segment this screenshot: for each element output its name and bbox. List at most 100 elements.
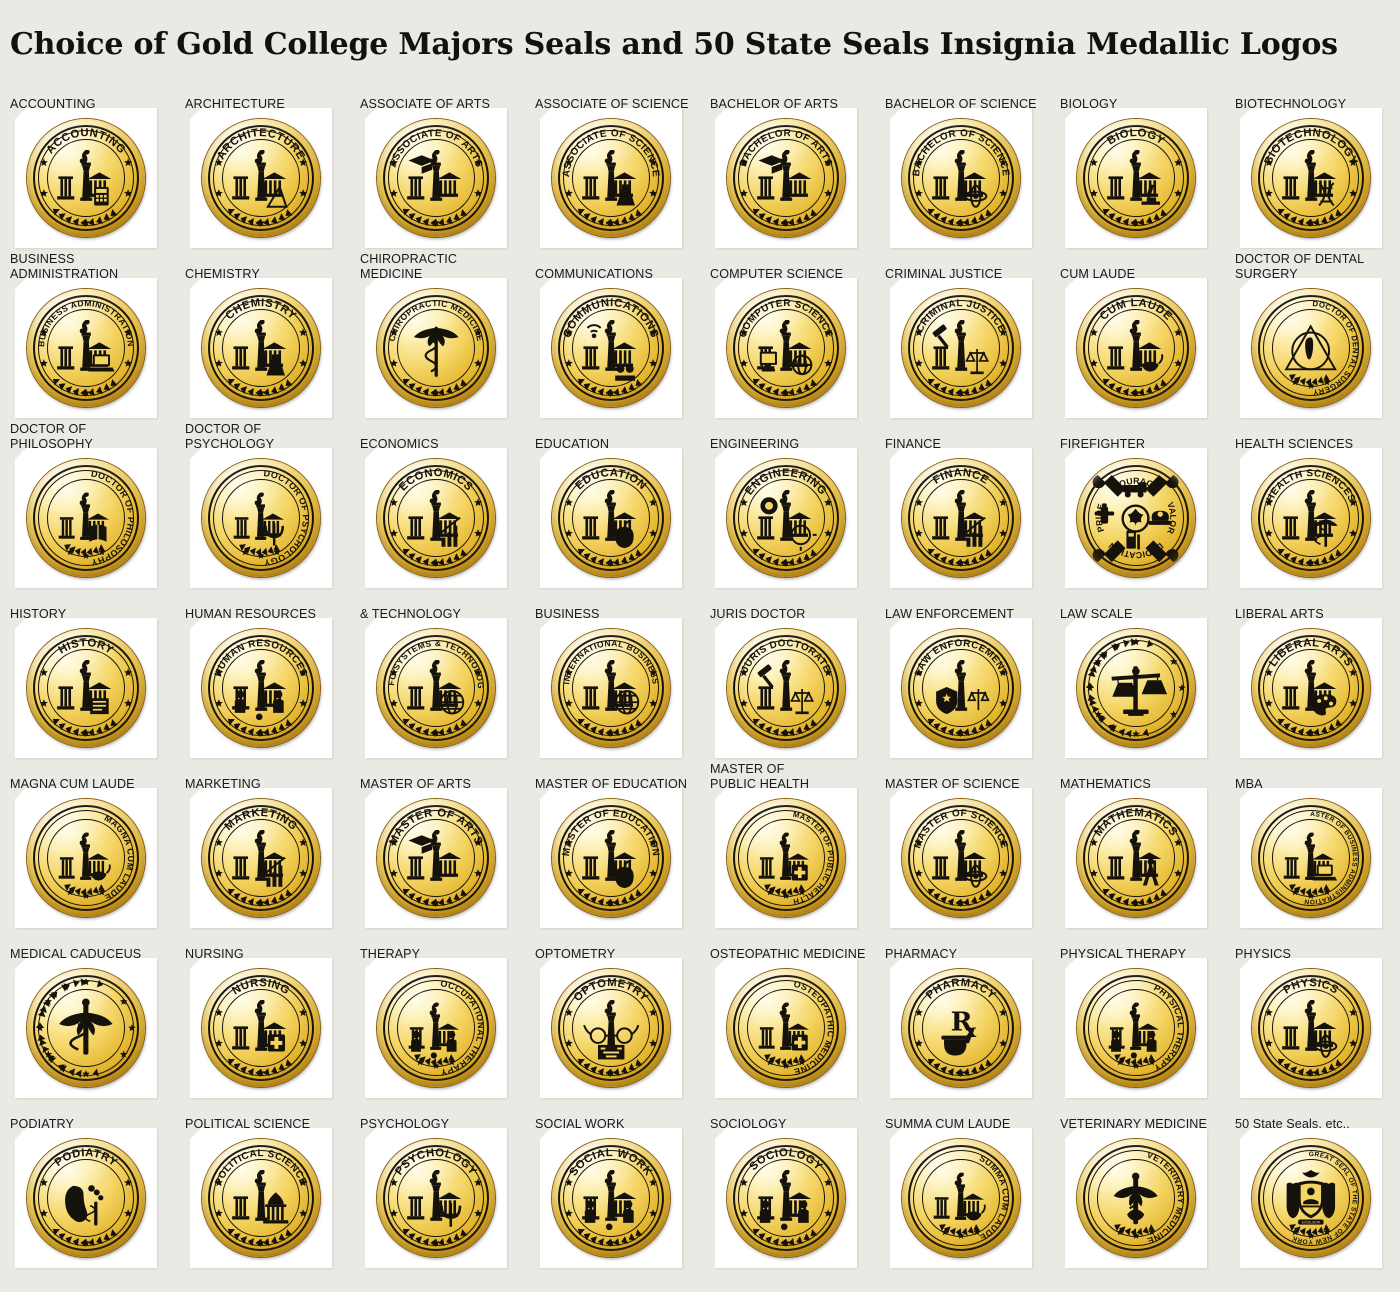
seal-cell[interactable]: CUM LAUDE CUM LAUDE — [1060, 258, 1235, 428]
law-scale-seal[interactable] — [1077, 629, 1195, 748]
seal-card[interactable]: INTERNATIONAL BUSINESS — [540, 618, 682, 759]
new-york-state-seal[interactable]: THE GREAT SEAL OF THE STATE OF NEW YORKE… — [1252, 1139, 1370, 1258]
social-work-seal[interactable]: SOCIAL WORK — [552, 1139, 670, 1258]
computer-science-seal[interactable]: COMPUTER SCIENCE — [727, 289, 845, 408]
seal-card[interactable]: MAGNA CUM LAUDE — [15, 788, 157, 929]
associate-of-science-seal[interactable]: ASSOCIATE OF SCIENCE — [552, 119, 670, 238]
bachelor-of-arts-seal[interactable]: BACHELOR OF ARTS — [727, 119, 845, 238]
seal-card[interactable]: VETERINARY MEDICINE — [1065, 1128, 1207, 1269]
seal-card[interactable]: SOCIAL WORK — [540, 1128, 682, 1269]
seal-card[interactable]: DOCTOR OF DENTAL SURGERY — [1240, 278, 1382, 419]
political-science-seal[interactable]: POLITICAL SCIENCE — [202, 1139, 320, 1258]
seal-cell[interactable]: ENGINEERING ENGINEERING — [710, 428, 885, 598]
seal-card[interactable]: OSTEOPATHIC MEDICINE — [715, 958, 857, 1099]
seal-card[interactable]: POLITICAL SCIENCE — [190, 1128, 332, 1269]
master-of-arts-seal[interactable]: MASTER OF ARTS — [377, 799, 495, 918]
seal-card[interactable]: INFO SYSTEMS & TECHNOLOGY — [365, 618, 507, 759]
architecture-seal[interactable]: ARCHITECTURE — [202, 119, 320, 238]
seal-cell[interactable]: BIOLOGY BIOLOGY — [1060, 88, 1235, 258]
seal-card[interactable]: MASTER OF ARTS — [365, 788, 507, 929]
osteopathic-medicine-seal[interactable]: OSTEOPATHIC MEDICINE — [727, 969, 845, 1088]
seal-cell[interactable]: LAW SCALE — [1060, 598, 1235, 768]
seal-card[interactable]: DOCTOR OF PSYCHOLOGY — [190, 448, 332, 589]
economics-seal[interactable]: ECONOMICS — [377, 459, 495, 578]
seal-cell[interactable]: JURIS DOCTOR JURIS DOCTORATE — [710, 598, 885, 768]
seal-cell[interactable]: MEDICAL CADUCEUS — [10, 938, 185, 1108]
criminal-justice-seal[interactable]: CRIMINAL JUSTICE — [902, 289, 1020, 408]
seal-cell[interactable]: PHARMACYPHARMACYRx — [885, 938, 1060, 1108]
seal-card[interactable]: MASTER OF BUSINESS ADMINISTRATION — [1240, 788, 1382, 929]
seal-cell[interactable]: PHYSICAL THERAPY PHYSICAL THERAPY — [1060, 938, 1235, 1108]
seal-card[interactable]: BIOLOGY — [1065, 108, 1207, 249]
summa-cum-laude-seal[interactable]: SUMMA CUM LAUDE — [902, 1139, 1020, 1258]
podiatry-seal[interactable]: PODIATRY — [27, 1139, 145, 1258]
seal-cell[interactable]: BUSINESS INTERNATIONAL BUSINESS — [535, 598, 710, 768]
finance-seal[interactable]: FINANCE — [902, 459, 1020, 578]
seal-card[interactable]: MASTER OF EDUCATION — [540, 788, 682, 929]
seal-cell[interactable]: MARKETING MARKETING — [185, 768, 360, 938]
seal-card[interactable]: PHYSICAL THERAPY — [1065, 958, 1207, 1099]
seal-card[interactable]: PSYCHOLOGY — [365, 1128, 507, 1269]
master-of-education-seal[interactable]: MASTER OF EDUCATION — [552, 799, 670, 918]
medical-caduceus-seal[interactable] — [27, 969, 145, 1088]
seal-cell[interactable]: 50 State Seals, etc.. THE GREAT SEAL OF T… — [1235, 1108, 1400, 1278]
sociology-seal[interactable]: SOCIOLOGY — [727, 1139, 845, 1258]
chemistry-seal[interactable]: CHEMISTRY — [202, 289, 320, 408]
seal-cell[interactable]: ACCOUNTING ACCOUNTING — [10, 88, 185, 258]
seal-cell[interactable]: DOCTOR OF DENTAL SURGERY DOCTOR OF DENTAL… — [1235, 252, 1400, 428]
seal-card[interactable]: LAW ENFORCEMENT — [890, 618, 1032, 759]
seal-card[interactable]: DOCTOR OF PHILOSOPHY — [15, 448, 157, 589]
seal-card[interactable]: SUMMA CUM LAUDE — [890, 1128, 1032, 1269]
seal-cell[interactable]: MAGNA CUM LAUDE MAGNA CUM LAUDE — [10, 768, 185, 938]
physics-seal[interactable]: PHYSICS — [1252, 969, 1370, 1088]
seal-card[interactable]: MASTER OF PUBLIC HEALTH — [715, 788, 857, 929]
master-of-public-health-seal[interactable]: MASTER OF PUBLIC HEALTH — [727, 799, 845, 918]
bachelor-of-science-seal[interactable]: BACHELOR OF SCIENCE — [902, 119, 1020, 238]
seal-cell[interactable]: & TECHNOLOGY INFO SYSTEMS & TECHNOLOGY — [360, 598, 535, 768]
seal-card[interactable]: MATHEMATICS — [1065, 788, 1207, 929]
seal-cell[interactable]: MASTER OF SCIENCE MASTER OF SCIENCE — [885, 768, 1060, 938]
seal-card[interactable]: PODIATRY — [15, 1128, 157, 1269]
seal-cell[interactable]: MATHEMATICS MATHEMATICS — [1060, 768, 1235, 938]
seal-cell[interactable]: ASSOCIATE OF ARTS ASSOCIATE OF ARTS — [360, 88, 535, 258]
occupational-therapy-seal[interactable]: OCCUPATIONAL THERAPY — [377, 969, 495, 1088]
seal-cell[interactable]: EDUCATION EDUCATION — [535, 428, 710, 598]
seal-cell[interactable]: LAW ENFORCEMENT LAW ENFORCEMENT — [885, 598, 1060, 768]
seal-card[interactable]: ASSOCIATE OF SCIENCE — [540, 108, 682, 249]
seal-cell[interactable]: SOCIAL WORK SOCIAL WORK — [535, 1108, 710, 1278]
seal-card[interactable]: ENGINEERING — [715, 448, 857, 589]
seal-card[interactable] — [15, 958, 157, 1099]
seal-card[interactable]: MARKETING — [190, 788, 332, 929]
seal-cell[interactable]: FIREFIGHTER COURAGEDEDICATIONPRIDEVALOR — [1060, 428, 1235, 598]
seal-cell[interactable]: BIOTECHNOLOGY BIOTECHNOLOGY — [1235, 88, 1400, 258]
seal-card[interactable]: OCCUPATIONAL THERAPY — [365, 958, 507, 1099]
seal-cell[interactable]: HEALTH SCIENCES HEALTH SCIENCES — [1235, 428, 1400, 598]
seal-card[interactable]: NURSING — [190, 958, 332, 1099]
biology-seal[interactable]: BIOLOGY — [1077, 119, 1195, 238]
seal-cell[interactable]: ASSOCIATE OF SCIENCE ASSOCIATE OF SCIENCE — [535, 88, 710, 258]
seal-card[interactable]: PHYSICS — [1240, 958, 1382, 1099]
seal-card[interactable]: ECONOMICS — [365, 448, 507, 589]
seal-card[interactable]: ACCOUNTING — [15, 108, 157, 249]
seal-card[interactable]: JURIS DOCTORATE — [715, 618, 857, 759]
seal-cell[interactable]: BACHELOR OF ARTS BACHELOR OF ARTS — [710, 88, 885, 258]
seal-card[interactable]: ASSOCIATE OF ARTS — [365, 108, 507, 249]
seal-cell[interactable]: MBA MASTER OF BUSINESS ADMINISTRATION — [1235, 768, 1400, 938]
seal-card[interactable]: HISTORY — [15, 618, 157, 759]
seal-card[interactable]: PHARMACYRx — [890, 958, 1032, 1099]
history-seal[interactable]: HISTORY — [27, 629, 145, 748]
seal-cell[interactable]: SOCIOLOGY SOCIOLOGY — [710, 1108, 885, 1278]
seal-cell[interactable]: MASTER OF PUBLIC HEALTH MASTER OF PUBLIC … — [710, 762, 885, 938]
seal-cell[interactable]: OPTOMETRY OPTOMETRY — [535, 938, 710, 1108]
seal-cell[interactable]: COMMUNICATIONS COMMUNICATIONS — [535, 258, 710, 428]
engineering-seal[interactable]: ENGINEERING — [727, 459, 845, 578]
law-enforcement-seal[interactable]: LAW ENFORCEMENT — [902, 629, 1020, 748]
seal-cell[interactable]: POLITICAL SCIENCE POLITICAL SCIENCE — [185, 1108, 360, 1278]
seal-cell[interactable]: CRIMINAL JUSTICE CRIMINAL JUSTICE — [885, 258, 1060, 428]
seal-cell[interactable]: NURSING NURSING — [185, 938, 360, 1108]
mathematics-seal[interactable]: MATHEMATICS — [1077, 799, 1195, 918]
seal-cell[interactable]: DOCTOR OF PSYCHOLOGY DOCTOR OF PSYCHOLOGY — [185, 422, 360, 598]
doctor-of-philosophy-seal[interactable]: DOCTOR OF PHILOSOPHY — [27, 459, 145, 578]
seal-card[interactable]: CHIROPRACTIC MEDICINE — [365, 278, 507, 419]
seal-card[interactable]: ARCHITECTURE — [190, 108, 332, 249]
